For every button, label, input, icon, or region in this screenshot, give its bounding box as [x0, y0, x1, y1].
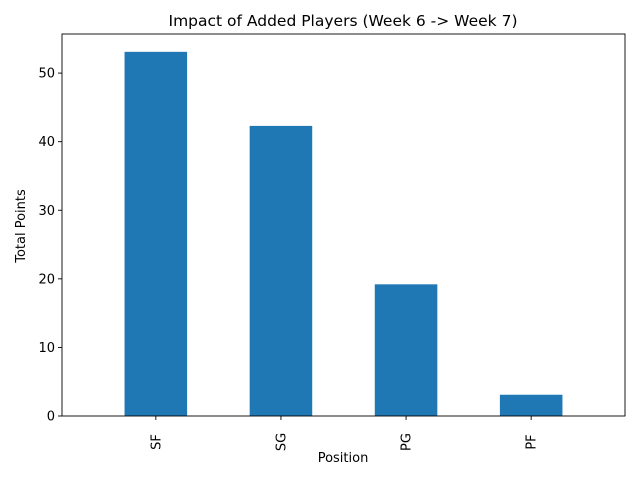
y-tick-label-40: 40 — [38, 135, 55, 150]
bar-pf — [499, 394, 563, 416]
axes-layer: SF SG PG PF 0 10 20 30 40 50 — [38, 33, 626, 451]
chart-title: Impact of Added Players (Week 6 -> Week … — [169, 12, 518, 30]
y-axis-label: Total Points — [14, 189, 29, 264]
y-tick-label-0: 0 — [47, 410, 55, 425]
plot-frame — [61, 33, 626, 417]
x-axis-label: Position — [318, 451, 369, 466]
bar-sf — [124, 51, 188, 416]
y-tick-label-50: 50 — [38, 67, 55, 82]
bar-pg — [374, 284, 438, 416]
bar-sg — [249, 125, 313, 416]
y-tick-label-20: 20 — [38, 272, 55, 287]
y-tick-label-10: 10 — [38, 341, 55, 356]
x-tick-label-pg: PG — [400, 433, 415, 451]
bars-layer — [124, 51, 563, 416]
x-tick-label-sg: SG — [274, 433, 289, 451]
y-tick-label-30: 30 — [38, 204, 55, 219]
x-tick-label-pf: PF — [525, 434, 540, 449]
x-tick-label-sf: SF — [149, 434, 164, 450]
